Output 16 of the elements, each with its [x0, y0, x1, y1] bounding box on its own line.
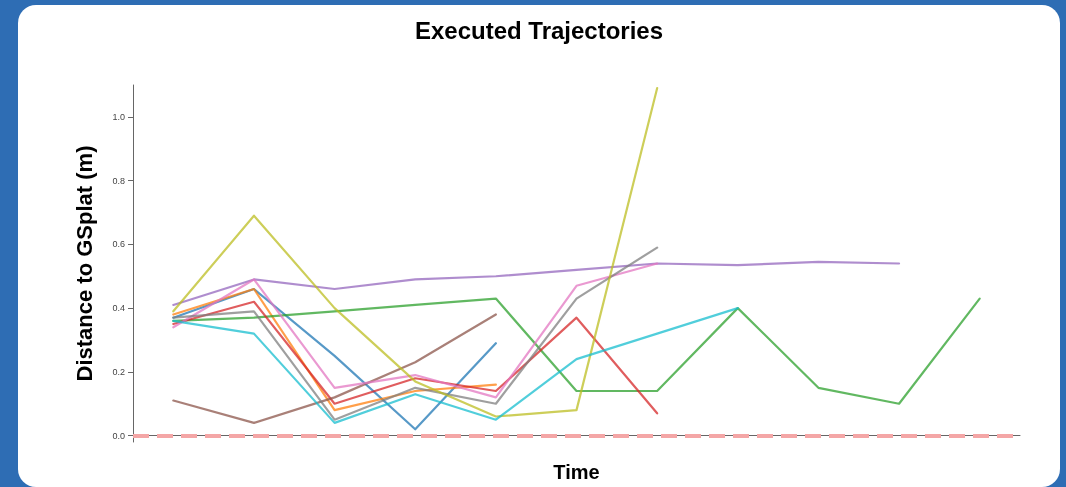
y-tick-label: 0.8: [112, 175, 125, 186]
line-series: [172, 246, 659, 421]
y-tick-label: 0.2: [112, 366, 125, 377]
y-tick-label: 0.4: [112, 303, 125, 314]
y-tick-label: 0.6: [112, 239, 125, 250]
line-series: [172, 87, 659, 418]
line-series: [172, 262, 659, 399]
y-axis-title: Distance to GSplat (m): [71, 145, 97, 382]
line-series: [172, 260, 901, 307]
y-tick-label: 0.0: [112, 430, 125, 441]
x-axis-title: Time: [553, 461, 600, 483]
line-series: [172, 307, 739, 424]
line-series: [172, 300, 659, 415]
chart-title: Executed Trajectories: [414, 16, 664, 44]
line-series: [172, 313, 497, 424]
y-tick-label: 1.0: [112, 111, 125, 122]
